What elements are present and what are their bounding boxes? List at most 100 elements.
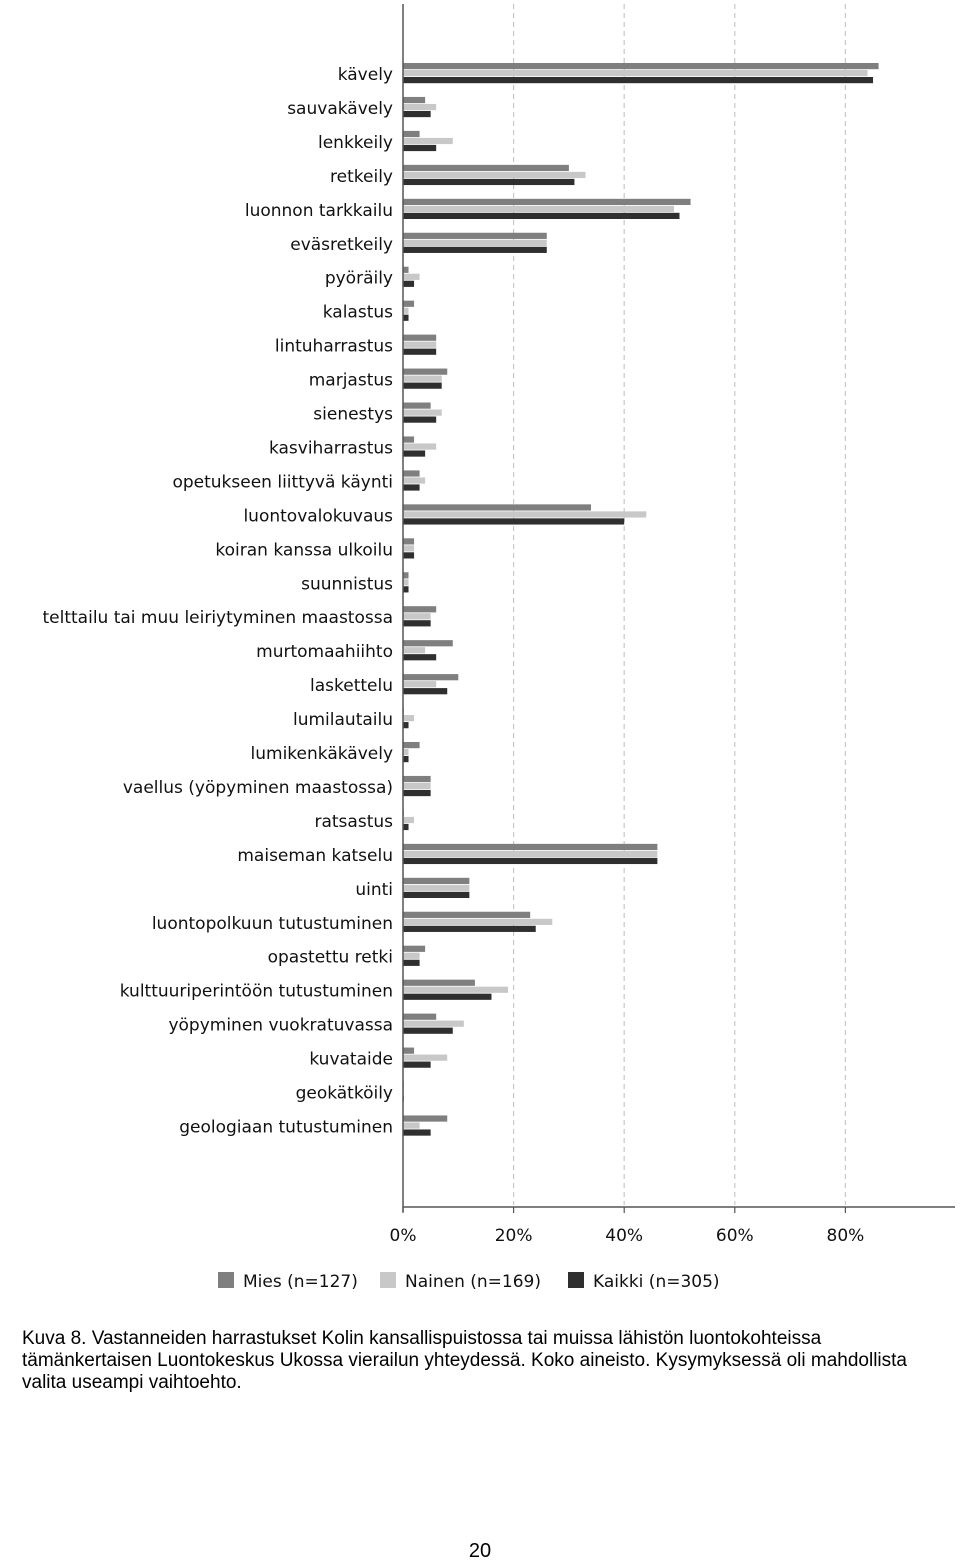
legend-label: Mies (n=127) — [243, 1272, 358, 1292]
bar — [403, 1020, 464, 1027]
category-label: geokätköily — [296, 1084, 393, 1104]
bar — [403, 443, 437, 450]
bar — [403, 178, 575, 186]
category-label: ratsastus — [314, 812, 393, 832]
bar — [403, 484, 420, 491]
bar — [403, 742, 420, 749]
bar — [403, 891, 470, 898]
bar — [403, 518, 625, 525]
bar — [403, 63, 879, 70]
bar — [403, 925, 536, 932]
bar — [403, 538, 415, 545]
legend-label: Nainen (n=169) — [405, 1272, 541, 1292]
bar — [403, 137, 453, 145]
category-label: opastettu retki — [268, 948, 393, 968]
bar — [403, 722, 409, 729]
bar — [403, 205, 674, 212]
bar — [403, 436, 415, 443]
category-label: kävely — [338, 65, 393, 85]
bar — [403, 782, 431, 790]
bar — [403, 579, 409, 586]
bar — [403, 1054, 448, 1061]
bar — [403, 1115, 448, 1122]
category-label: pyöräily — [325, 269, 393, 289]
bar — [403, 613, 431, 620]
bar — [403, 606, 437, 613]
bar — [403, 477, 426, 484]
category-label: geologiaan tutustuminen — [179, 1117, 393, 1137]
bar — [403, 1047, 415, 1054]
bar — [403, 96, 426, 104]
category-label: sienestys — [313, 405, 393, 425]
legend-swatch — [380, 1272, 396, 1288]
bar — [403, 857, 658, 865]
bar — [403, 640, 453, 647]
bar — [403, 1129, 431, 1136]
category-label: telttailu tai muu leiriytyminen maastoss… — [43, 608, 394, 628]
category-label: marjastus — [309, 371, 393, 391]
legend-swatch — [218, 1272, 234, 1288]
bar — [403, 511, 647, 518]
bar — [403, 756, 409, 763]
bar — [403, 280, 415, 287]
bar — [403, 823, 409, 831]
legend-label: Kaikki (n=305) — [593, 1272, 720, 1292]
bar — [403, 164, 569, 172]
bar — [403, 504, 592, 511]
legend: Mies (n=127) Nainen (n=169) Kaikki (n=305) — [218, 1272, 720, 1292]
bar — [403, 1027, 453, 1034]
category-label: lumikenkäkävely — [251, 744, 393, 764]
category-label: sauvakävely — [287, 99, 393, 119]
bar — [403, 1013, 437, 1020]
x-tick-label: 40% — [605, 1226, 643, 1246]
bar — [403, 307, 409, 314]
category-label: vaellus (yöpyminen maastossa) — [123, 778, 393, 798]
bar — [403, 749, 409, 756]
x-tick-label: 80% — [827, 1226, 865, 1246]
axes — [402, 4, 955, 1213]
x-tick-label: 60% — [716, 1226, 754, 1246]
category-labels: kävely sauvakävely lenkkeily retkeily luonno… — [43, 65, 394, 1137]
bar — [403, 959, 420, 966]
bar — [403, 368, 448, 375]
bar — [403, 850, 658, 858]
bar — [403, 171, 586, 179]
category-label: murtomaahiihto — [256, 642, 393, 662]
bar — [403, 450, 426, 457]
bar — [403, 911, 531, 918]
bar — [403, 416, 437, 423]
bar — [403, 232, 547, 239]
category-label: luontovalokuvaus — [243, 506, 393, 526]
category-label: maiseman katselu — [237, 846, 393, 866]
bar — [403, 70, 868, 77]
x-tick-label: 20% — [495, 1226, 533, 1246]
bar — [403, 402, 431, 409]
bar-chart: kävely sauvakävely lenkkeily retkeily luonno… — [43, 4, 955, 1292]
bar — [403, 409, 442, 416]
category-label: kulttuuriperintöön tutustuminen — [120, 982, 393, 1002]
bar — [403, 144, 437, 152]
category-label: kasviharrastus — [269, 438, 393, 458]
bar — [403, 843, 658, 851]
bar — [403, 789, 431, 797]
bar — [403, 586, 409, 593]
category-label: luontopolkuun tutustuminen — [152, 914, 393, 934]
category-label: laskettelu — [310, 676, 393, 696]
bar — [403, 816, 415, 824]
bar — [403, 273, 420, 280]
bar — [403, 198, 691, 205]
bar — [403, 341, 437, 348]
bar — [403, 979, 475, 986]
bar — [403, 77, 874, 84]
bar — [403, 884, 470, 891]
bar — [403, 775, 431, 783]
bar — [403, 314, 409, 321]
bar — [403, 688, 448, 695]
category-label: luonnon tarkkailu — [245, 201, 393, 221]
bar — [403, 300, 415, 307]
category-label: koiran kanssa ulkoilu — [215, 540, 393, 560]
bar — [403, 993, 492, 1000]
bar — [403, 681, 437, 688]
category-label: uinti — [355, 880, 393, 900]
category-label: lumilautailu — [293, 710, 393, 730]
